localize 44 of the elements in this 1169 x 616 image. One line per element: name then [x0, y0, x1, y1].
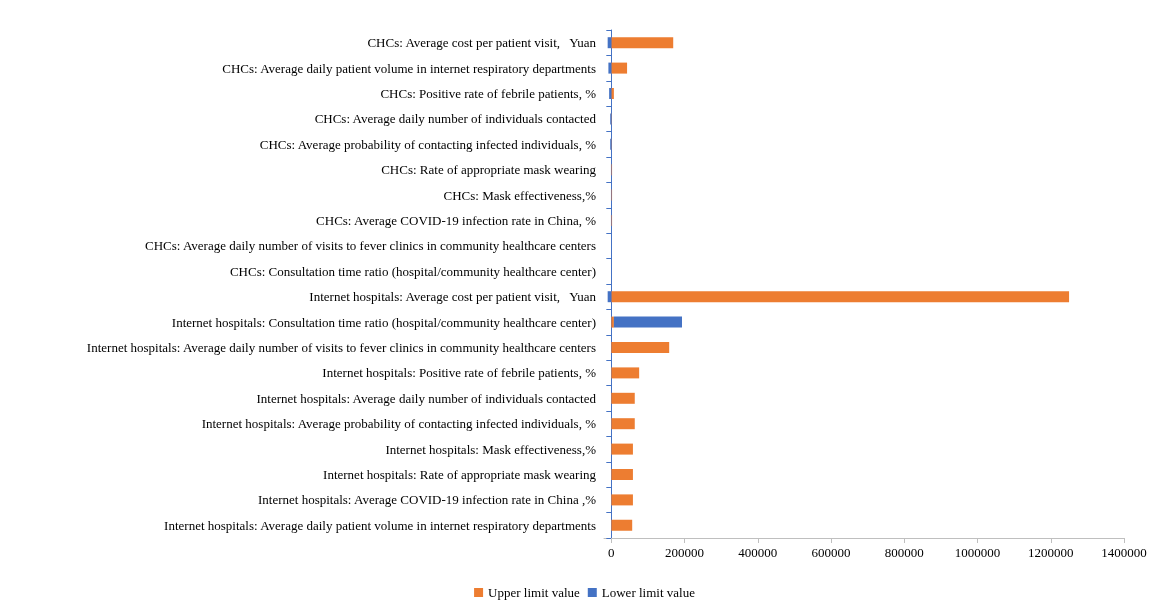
y-tick-label: CHCs: Consultation time ratio (hospital/community healthcare center): [229, 263, 596, 279]
x-tick-label: 400000: [738, 545, 778, 560]
bar: [608, 62, 612, 74]
y-tick-label: CHCs: Average probability of contacting infected individuals, %: [259, 136, 597, 152]
legend-label: Lower limit value: [601, 585, 696, 600]
y-tick-label: CHCs: Positive rate of febrile patients, %: [380, 86, 597, 101]
y-tick-label: CHCs: Average cost per patient visit, Yuan: [367, 35, 597, 51]
x-tick-label: 1200000: [1028, 545, 1074, 560]
bar: [611, 494, 633, 506]
bar: [611, 418, 635, 430]
x-tick-label: 1000000: [954, 545, 1001, 560]
y-tick-label: CHCs: Average daily patient volume in internet respiratory departments: [222, 60, 596, 76]
y-tick-label: Internet hospitals: Rate of appropriate mask wearing: [323, 467, 597, 482]
bar: [611, 291, 1070, 303]
bar: [611, 316, 614, 328]
x-tick-label: 600000: [811, 545, 851, 560]
y-tick-label: Internet hospitals: Average daily number of visits to fever clinics in community healthcare centers: [86, 340, 596, 355]
y-tick-label: CHCs: Average daily number of individuals contacted: [314, 111, 597, 127]
y-tick-label: Internet hospitals: Average probability of contacting infected individuals, %: [201, 416, 597, 432]
x-tick-label: 200000: [665, 545, 705, 560]
y-tick-label: CHCs: Mask effectiveness,%: [443, 187, 597, 203]
y-tick-label: Internet hospitals: Average COVID-19 infection rate in China ,%: [257, 492, 597, 508]
bar: [613, 316, 682, 328]
y-tick-label: CHCs: Average COVID-19 infection rate in China, %: [316, 213, 597, 228]
x-tick-label: 0: [608, 545, 615, 560]
bar: [611, 37, 674, 49]
bar: [611, 367, 640, 379]
y-tick-label: Internet hospitals: Average daily patient volume in internet respiratory departments: [164, 517, 596, 533]
bar: [611, 519, 633, 531]
y-tick-label: Internet hospitals: Average cost per patient visit, Yuan: [309, 289, 597, 305]
x-tick-label: 800000: [884, 545, 924, 560]
bar: [611, 392, 635, 404]
bar: [611, 342, 670, 353]
bar: [611, 443, 633, 455]
y-tick-label: Internet hospitals: Average daily number of individuals contacted: [256, 390, 597, 406]
y-tick-label: Internet hospitals: Mask effectiveness,%: [385, 441, 597, 457]
bar: [611, 62, 628, 74]
x-tick-label: 1400000: [1101, 545, 1147, 560]
y-tick-label: Internet hospitals: Consultation time ratio (hospital/community healthcare center): [171, 314, 596, 330]
bar: [611, 469, 633, 480]
legend-label: Upper limit value: [488, 585, 581, 600]
y-tick-label: Internet hospitals: Positive rate of febrile patients, %: [322, 365, 597, 381]
y-tick-label: CHCs: Average daily number of visits to fever clinics in community healthcare centers: [144, 238, 596, 254]
y-tick-label: CHCs: Rate of appropriate mask wearing: [381, 162, 597, 178]
